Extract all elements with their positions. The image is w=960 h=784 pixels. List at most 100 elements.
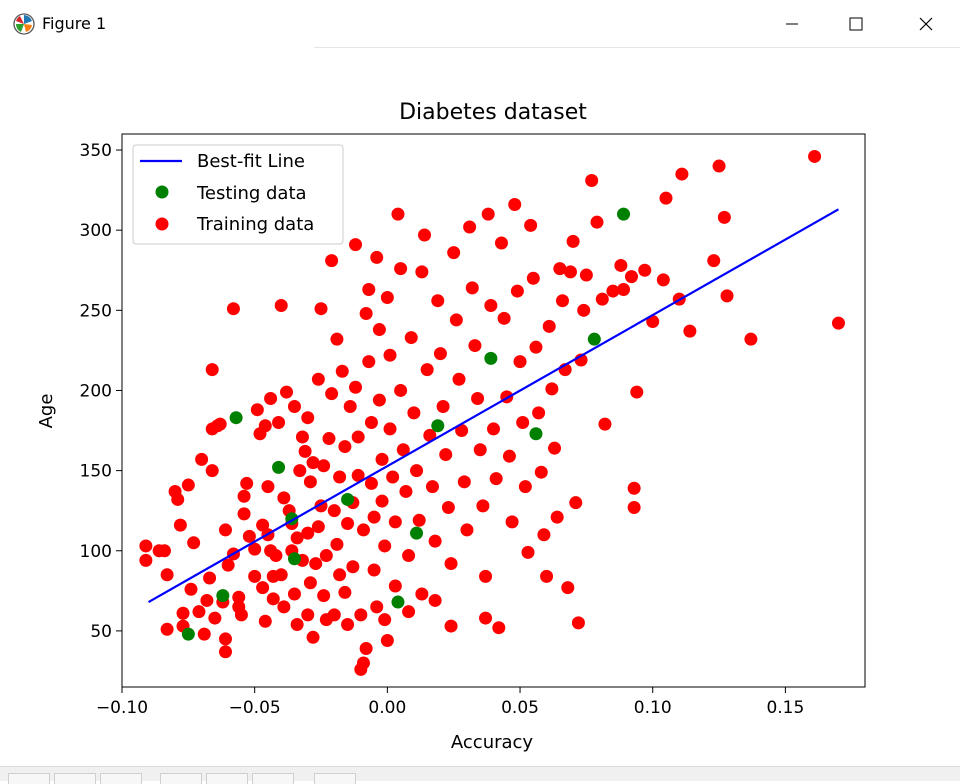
training-data-point: [157, 544, 171, 558]
training-data-point: [553, 262, 567, 276]
training-data-point: [487, 422, 500, 436]
pan-icon[interactable]: [160, 773, 202, 784]
training-data-point: [200, 593, 214, 607]
home-icon[interactable]: [8, 773, 50, 784]
testing-data-point: [484, 351, 498, 365]
training-data-point: [319, 549, 333, 563]
forward-icon[interactable]: [100, 773, 142, 784]
training-data-point: [160, 622, 174, 636]
x-tick-label: 0.10: [634, 698, 672, 718]
training-data-point: [349, 380, 363, 394]
y-tick-label: 150: [80, 462, 112, 482]
training-data-point: [428, 593, 442, 607]
training-data-point: [341, 617, 355, 631]
training-data-point: [383, 422, 397, 436]
y-tick-label: 350: [80, 141, 112, 161]
testing-data-point: [287, 552, 301, 566]
training-data-point: [335, 364, 349, 378]
training-data-point: [330, 332, 344, 346]
training-data-point: [375, 452, 389, 466]
training-data-point: [465, 281, 479, 295]
training-data-point: [378, 539, 392, 553]
training-data-point: [349, 238, 363, 252]
training-data-point: [248, 569, 262, 583]
training-data-point: [272, 416, 286, 430]
training-data-point: [659, 191, 673, 205]
save-icon[interactable]: [314, 773, 356, 784]
training-data-point: [311, 372, 325, 386]
training-data-point: [418, 228, 432, 242]
training-data-point: [436, 399, 450, 413]
training-data-point: [234, 608, 248, 622]
y-tick-label: 100: [80, 542, 112, 562]
training-data-point: [524, 218, 538, 232]
training-data-point: [192, 605, 206, 619]
training-data-point: [441, 500, 455, 514]
training-data-point: [303, 576, 317, 590]
training-data-point: [280, 385, 294, 399]
x-axis-label: Accuracy: [451, 732, 534, 753]
training-data-point: [492, 621, 506, 635]
close-button[interactable]: [894, 0, 958, 48]
training-data-point: [683, 324, 697, 338]
training-data-point: [388, 579, 402, 593]
training-data-point: [364, 476, 378, 490]
maximize-icon: [849, 17, 863, 31]
training-data-point: [415, 265, 429, 279]
training-data-point: [372, 323, 386, 337]
testing-data-point: [216, 589, 230, 603]
training-data-point: [831, 316, 845, 330]
training-data-point: [545, 382, 559, 396]
training-data-point: [638, 263, 652, 277]
training-data-point: [256, 518, 270, 532]
zoom-icon[interactable]: [206, 773, 248, 784]
training-data-point: [412, 513, 426, 527]
training-data-point: [577, 303, 591, 317]
training-data-point: [354, 608, 368, 622]
training-data-point: [258, 419, 272, 433]
training-data-point: [455, 424, 469, 438]
training-data-point: [356, 656, 370, 670]
x-tick-label: −0.05: [229, 698, 281, 718]
close-icon: [919, 17, 933, 31]
training-data-point: [325, 254, 339, 268]
window-titlebar: Figure 1: [0, 0, 960, 48]
training-data-point: [359, 307, 373, 321]
testing-data-point: [272, 460, 286, 474]
back-icon[interactable]: [54, 773, 96, 784]
training-data-point: [386, 470, 400, 484]
training-data-point: [707, 254, 721, 268]
training-data-point: [351, 430, 365, 444]
training-data-point: [287, 399, 301, 413]
training-data-point: [380, 634, 394, 648]
y-tick-label: 250: [80, 301, 112, 321]
training-data-point: [383, 348, 397, 362]
training-data-point: [513, 355, 527, 369]
titlebar-divider: [314, 47, 960, 48]
training-data-point: [510, 284, 524, 298]
y-tick-label: 300: [80, 221, 112, 241]
training-data-point: [808, 149, 822, 163]
training-data-point: [537, 528, 551, 542]
training-data-point: [362, 355, 376, 369]
training-data-point: [333, 568, 347, 582]
training-data-point: [439, 448, 453, 462]
training-data-point: [717, 210, 731, 224]
training-data-point: [322, 432, 336, 446]
training-data-point: [277, 600, 291, 614]
training-data-point: [744, 332, 758, 346]
training-data-point: [205, 464, 219, 478]
configure-icon[interactable]: [252, 773, 294, 784]
maximize-button[interactable]: [824, 0, 888, 48]
training-data-point: [396, 443, 410, 457]
training-data-point: [431, 294, 445, 308]
testing-data-point: [617, 207, 631, 221]
minimize-button[interactable]: [760, 0, 824, 48]
training-data-point: [160, 568, 174, 582]
training-data-point: [290, 531, 304, 545]
navigation-toolbar: [0, 766, 960, 784]
legend-label-training: Training data: [196, 214, 314, 235]
training-data-point: [540, 569, 554, 583]
training-data-point: [362, 282, 376, 296]
figure-canvas[interactable]: Diabetes dataset −0.10 −0.05 0.00 0.05 0.10 0…: [0, 48, 960, 766]
